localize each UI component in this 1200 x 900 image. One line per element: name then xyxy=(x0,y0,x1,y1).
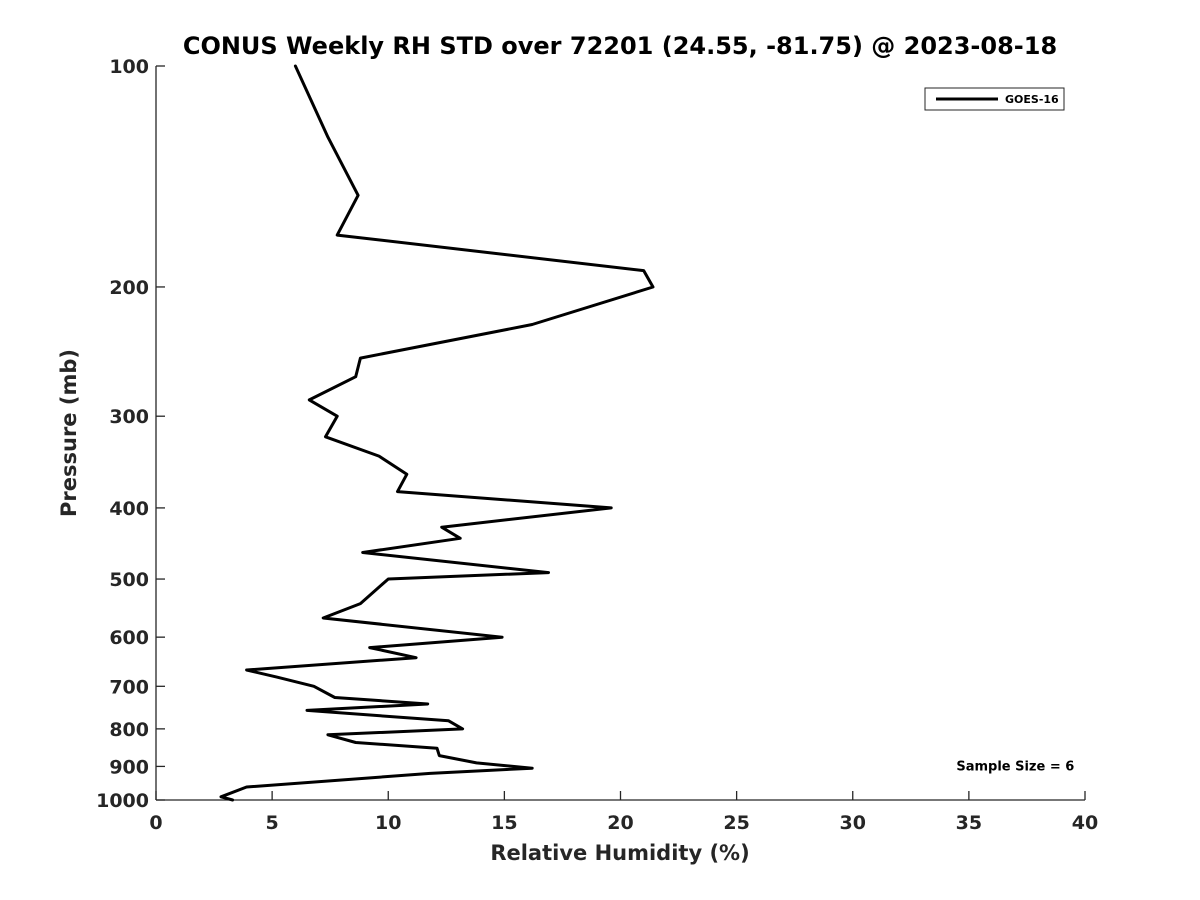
y-tick-label: 100 xyxy=(109,56,149,78)
x-axis-label: Relative Humidity (%) xyxy=(490,841,749,865)
y-tick-label: 700 xyxy=(109,676,149,698)
x-tick-label: 0 xyxy=(149,812,162,834)
x-tick-label: 30 xyxy=(840,812,866,834)
x-tick-label: 20 xyxy=(607,812,633,834)
x-tick-label: 15 xyxy=(491,812,517,834)
x-tick-label: 5 xyxy=(266,812,279,834)
y-tick-label: 500 xyxy=(109,569,149,591)
series-line-goes16 xyxy=(219,64,655,802)
y-tick-label: 800 xyxy=(109,719,149,741)
x-axis-ticks: 0 5 10 15 20 25 30 35 40 xyxy=(149,791,1098,834)
y-tick-label: 300 xyxy=(109,406,149,428)
y-axis-ticks: 100 200 300 400 500 600 700 800 900 1000 xyxy=(96,56,165,812)
legend-label-goes16: GOES-16 xyxy=(1005,93,1059,106)
y-tick-label: 600 xyxy=(109,627,149,649)
x-tick-label: 40 xyxy=(1072,812,1098,834)
y-tick-label: 200 xyxy=(109,277,149,299)
y-tick-label: 900 xyxy=(109,756,149,778)
plot-area: 0 5 10 15 20 25 30 35 40 100 200 300 400 500 600 700 80… xyxy=(96,56,1098,834)
legend: GOES-16 xyxy=(924,87,1065,111)
y-axis-label: Pressure (mb) xyxy=(57,349,81,517)
x-tick-label: 10 xyxy=(375,812,401,834)
x-tick-label: 25 xyxy=(723,812,749,834)
y-tick-label: 400 xyxy=(109,498,149,520)
chart-title: CONUS Weekly RH STD over 72201 (24.55, -… xyxy=(183,32,1057,60)
x-tick-label: 35 xyxy=(956,812,982,834)
sample-size-annotation: Sample Size = 6 xyxy=(956,759,1074,774)
y-tick-label: 1000 xyxy=(96,790,149,812)
series-layer xyxy=(219,64,655,802)
